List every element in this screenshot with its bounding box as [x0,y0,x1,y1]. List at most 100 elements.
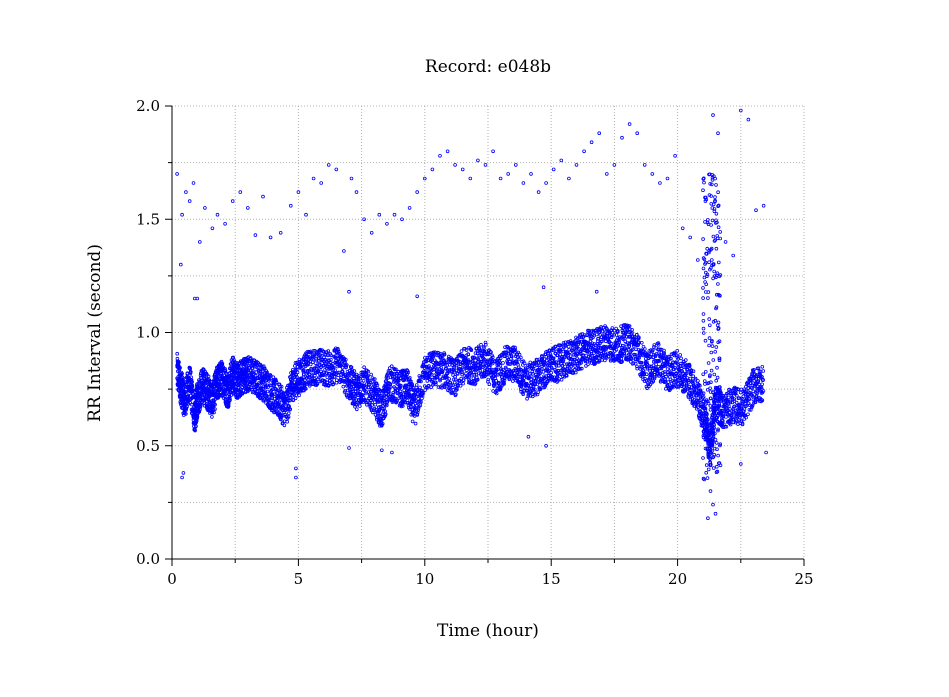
data-point [556,363,561,368]
data-point [441,376,445,380]
data-point [606,354,611,359]
data-point [700,423,705,427]
data-point [656,341,661,345]
data-point [488,349,493,354]
data-point [662,351,666,355]
data-point [597,329,602,334]
data-point [752,372,757,376]
data-point [593,361,598,366]
data-point [480,355,485,360]
data-point [469,348,474,353]
data-point [760,374,764,379]
data-point [466,352,471,357]
data-point [573,370,578,375]
data-point [416,406,421,410]
data-point [395,399,399,403]
data-point [553,344,558,349]
data-point [416,408,421,412]
data-point [750,386,754,391]
data-point [606,336,611,341]
data-point [536,390,540,395]
data-point [386,369,391,373]
data-point [329,353,333,358]
data-point [293,360,298,365]
data-point [705,412,709,417]
data-point [563,344,568,348]
data-point [536,374,541,379]
data-point [696,403,700,407]
data-point [410,419,415,424]
data-point [521,392,525,397]
data-point [502,382,506,386]
data-point [675,348,680,353]
data-point [572,367,577,372]
data-point [654,362,658,367]
data-point [707,435,712,440]
data-point [632,335,637,339]
data-point [524,367,528,372]
data-point [347,372,352,377]
data-point [380,395,384,400]
data-point [419,400,423,405]
data-point [410,382,414,387]
data-point [445,375,449,379]
data-point [671,360,676,365]
data-point [238,393,243,398]
data-point [750,405,754,410]
data-point [383,412,388,417]
data-point [274,380,279,385]
data-point [482,344,486,349]
data-point [709,451,713,455]
data-point [530,394,535,399]
data-point [587,329,592,333]
data-point [651,379,656,384]
data-point [445,368,450,372]
data-point [270,392,275,397]
data-point [436,351,441,355]
data-point [368,380,373,385]
data-point [497,360,502,365]
data-point [547,368,551,373]
data-point [706,417,710,422]
data-point [401,392,406,396]
data-point [679,356,683,361]
data-point [271,400,276,405]
data-point [501,361,505,365]
data-point [688,397,693,402]
data-point [721,418,725,423]
data-point [316,352,321,357]
data-point [334,378,339,382]
data-point [418,375,423,380]
data-point [616,328,620,333]
data-point [507,377,512,381]
data-point [312,357,316,362]
data-point [708,407,713,412]
data-point [490,361,495,366]
data-point [600,339,604,344]
data-point [728,407,732,411]
data-point [637,335,641,340]
data-point [710,449,714,453]
data-point [659,366,664,371]
data-point [712,422,717,427]
data-point [565,366,570,371]
data-point [746,412,750,417]
data-point [496,372,500,377]
data-point [696,379,700,383]
data-point [674,353,679,358]
data-point [418,385,422,390]
data-point [612,332,616,337]
data-point [733,390,738,395]
data-point [526,384,531,388]
data-point [741,394,746,399]
data-point [708,462,713,467]
data-point [480,359,485,364]
data-point [307,383,312,388]
data-point [325,375,330,380]
data-point [221,365,226,369]
data-point [494,378,499,383]
data-point [287,404,291,409]
data-point [726,391,730,395]
data-point [513,345,517,350]
